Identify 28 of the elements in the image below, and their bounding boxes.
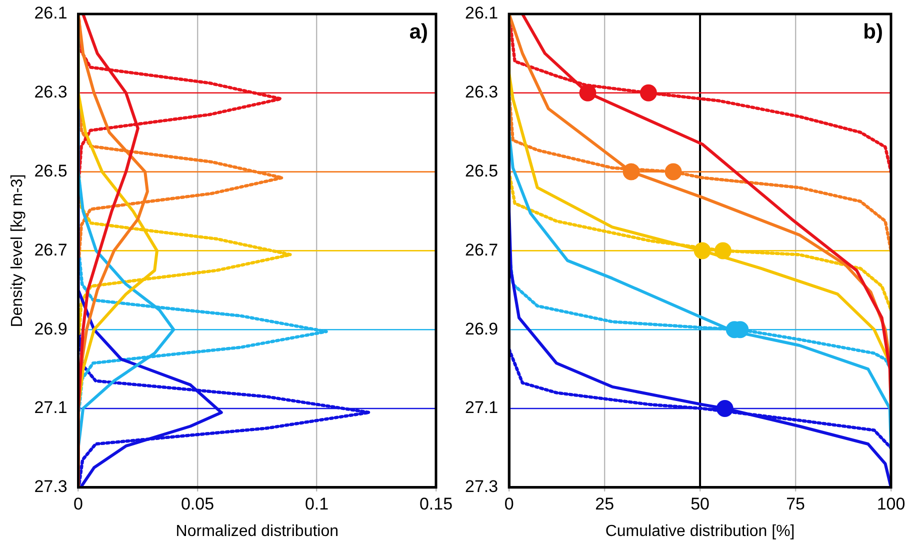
annotation: a): [409, 20, 428, 44]
y-tick-label: 26.9: [34, 319, 68, 338]
y-tick-label: 27.1: [464, 398, 498, 418]
x-tick-label: 0: [74, 494, 84, 514]
x-tick-label: 0.15: [419, 494, 453, 514]
y-tick-label: 27.3: [34, 477, 68, 496]
x-tick-label: 0.1: [304, 494, 329, 514]
x-axis-title: Normalized distribution: [176, 522, 339, 540]
y-tick-label: 26.9: [464, 319, 498, 338]
y-tick-label: 26.7: [464, 240, 498, 260]
y-tick-label: 26.1: [34, 4, 68, 23]
y-tick-label: 26.3: [464, 82, 498, 102]
y-tick-label: 26.5: [464, 161, 498, 180]
x-tick-label: 100: [876, 494, 906, 514]
x-tick-label: 0.05: [180, 494, 214, 514]
y-tick-label: 26.5: [34, 161, 68, 180]
y-axis-title: Density level [kg m-3]: [9, 174, 26, 328]
y-tick-label: 26.7: [34, 240, 68, 260]
y-tick-label: 27.3: [464, 477, 498, 496]
y-tick-label: 26.1: [464, 4, 498, 23]
annotation: b): [863, 20, 883, 44]
y-tick-label: 26.3: [34, 82, 68, 102]
x-tick-label: 50: [690, 494, 710, 514]
y-tick-label: 27.1: [34, 398, 68, 418]
x-axis-title: Cumulative distribution [%]: [605, 522, 795, 540]
x-tick-label: 75: [786, 494, 805, 514]
x-tick-label: 0: [504, 494, 514, 514]
x-tick-label: 25: [595, 494, 614, 514]
